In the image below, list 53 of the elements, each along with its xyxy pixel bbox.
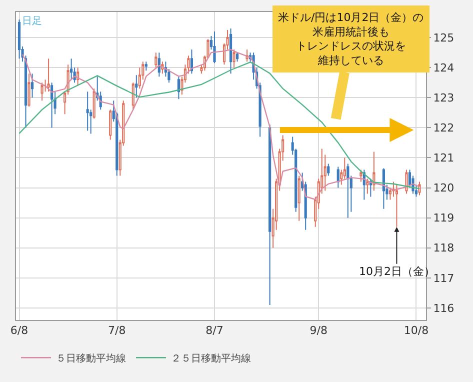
y-tick-label: 118 — [433, 242, 454, 255]
candlestick — [92, 88, 96, 120]
candlestick — [177, 76, 180, 100]
candlestick — [144, 61, 148, 72]
candlestick — [369, 178, 372, 198]
candlestick — [70, 58, 73, 80]
candlestick — [135, 74, 138, 98]
candlestick — [418, 181, 421, 196]
candlestick — [109, 109, 112, 140]
candlestick — [232, 49, 236, 68]
y-tick-label: 123 — [433, 91, 454, 104]
candlestick — [190, 49, 194, 74]
x-tick-label: 10/8 — [404, 324, 429, 338]
y-tick-label: 124 — [433, 61, 454, 74]
candlestick — [327, 163, 330, 176]
y-tick-label: 120 — [433, 182, 454, 195]
candlestick — [30, 73, 34, 98]
annotation: 米ドル/円は10月2日（金）の米雇用統計後もトレンドレスの状況を維持している — [278, 11, 424, 67]
candlestick — [47, 58, 50, 92]
y-tick-label: 122 — [433, 122, 454, 135]
candlestick — [28, 73, 30, 108]
candlestick — [158, 52, 160, 78]
candlestick — [18, 19, 21, 60]
x-tick-label: 7/8 — [108, 324, 126, 338]
candlestick — [298, 175, 300, 222]
legend-label: ２５日移動平均線 — [171, 352, 251, 364]
y-tick-label: 116 — [433, 302, 454, 315]
candlestick — [154, 52, 158, 68]
candlestick — [76, 67, 80, 86]
annotation: 10月2日（金） — [359, 265, 435, 278]
candlestick — [229, 28, 232, 74]
x-tick-label: 9/8 — [310, 324, 328, 338]
candlestick — [405, 169, 408, 194]
candlestick — [40, 82, 44, 102]
candlestick — [213, 31, 216, 64]
candlestick — [372, 151, 376, 192]
candlestick — [86, 91, 89, 132]
candlestick — [382, 168, 385, 210]
candlestick — [336, 166, 340, 188]
y-tick-label: 125 — [433, 31, 454, 44]
y-tick-label: 117 — [433, 272, 454, 285]
candlestick — [346, 163, 350, 218]
candlestick — [132, 82, 134, 110]
legend-label: ５日移動平均線 — [56, 352, 126, 364]
candlestick — [360, 169, 362, 182]
x-tick-label: 6/8 — [10, 324, 28, 338]
y-tick-label: 121 — [433, 152, 454, 165]
x-tick-label: 8/7 — [206, 324, 224, 338]
y-tick-label: 119 — [433, 212, 454, 225]
candlestick — [236, 52, 239, 62]
annotation: 日足 — [22, 16, 42, 27]
candlestick — [366, 178, 369, 194]
candlestick — [50, 82, 54, 128]
